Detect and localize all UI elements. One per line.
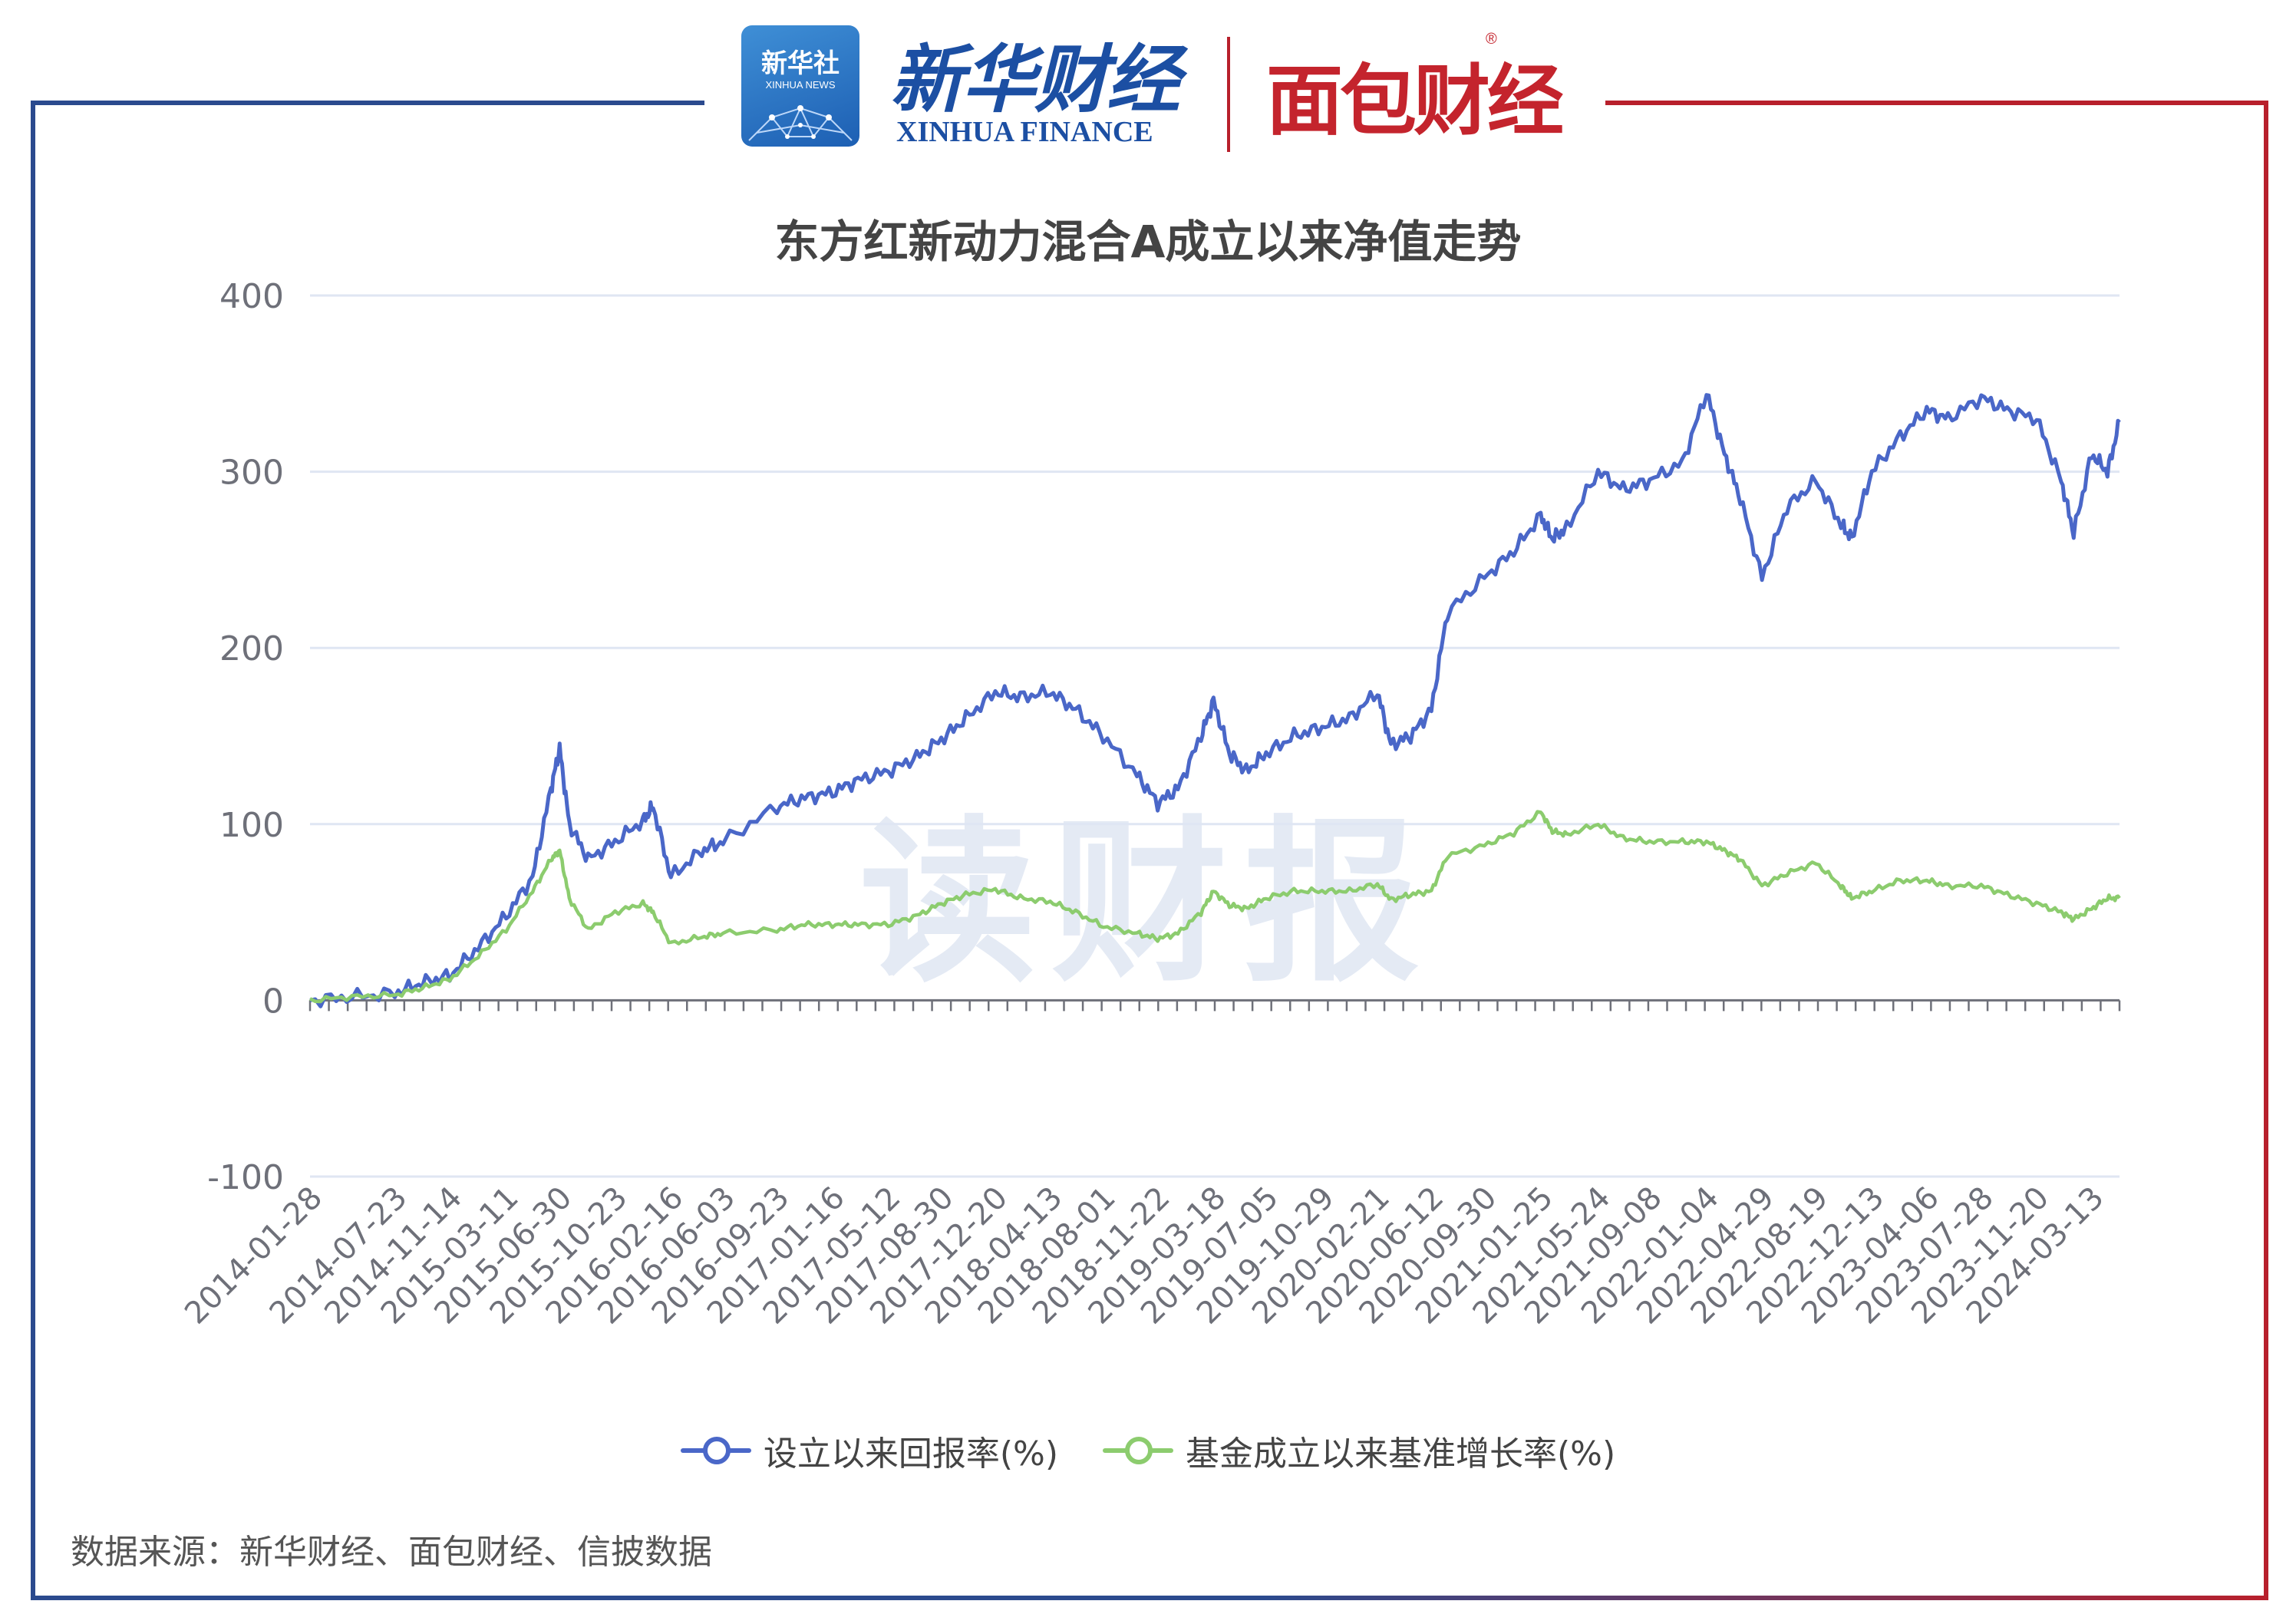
xinhua-finance-logo: 新华财经 XINHUA FINANCE xyxy=(890,20,1182,150)
y-tick-label: 300 xyxy=(219,454,284,493)
legend-label-benchmark: 基金成立以来基准增长率(%) xyxy=(1186,1434,1616,1474)
legend-label-return: 设立以来回报率(%) xyxy=(763,1434,1058,1474)
chart-legend: 设立以来回报率(%) 基金成立以来基准增长率(%) xyxy=(0,1426,2296,1475)
xinhua-finance-logo-cn: 新华财经 xyxy=(890,36,1180,123)
y-tick-label: -100 xyxy=(207,1158,284,1197)
xinhua-logo-subtitle: XINHUA NEWS xyxy=(765,79,836,91)
mianbao-finance-logo: 面包财经 xyxy=(1266,56,1564,146)
xinhua-news-logo: 新华社 XINHUA NEWS xyxy=(741,25,859,147)
y-axis-labels: -100 0 100 200 300 400 xyxy=(207,277,284,1197)
network-icon xyxy=(748,105,853,141)
legend-item-return[interactable]: 设立以来回报率(%) xyxy=(680,1426,1058,1475)
y-tick-label: 0 xyxy=(262,982,284,1021)
logo-divider xyxy=(1227,37,1230,152)
frame-top-left-border xyxy=(31,101,704,105)
series-line-benchmark xyxy=(308,810,2121,1004)
xinhua-finance-logo-en: XINHUA FINANCE xyxy=(896,116,1153,148)
frame-top-right-border xyxy=(1605,101,2268,105)
x-axis-labels: 2014-01-282014-07-232014-11-142015-03-11… xyxy=(178,1180,2110,1332)
legend-swatch-benchmark xyxy=(1103,1437,1173,1464)
watermark-text: 读财报 xyxy=(859,801,1436,1006)
data-source-note: 数据来源：新华财经、面包财经、信披数据 xyxy=(71,1533,712,1572)
chart-title: 东方红新动力混合A成立以来净值走势 xyxy=(774,216,1522,268)
legend-swatch-return xyxy=(680,1437,751,1464)
y-tick-label: 400 xyxy=(219,277,284,316)
y-tick-label: 100 xyxy=(219,806,284,845)
xinhua-logo-title: 新华社 xyxy=(761,48,840,79)
series-lines xyxy=(308,393,2121,1008)
y-tick-label: 200 xyxy=(219,629,284,668)
legend-item-benchmark[interactable]: 基金成立以来基准增长率(%) xyxy=(1103,1426,1615,1475)
registered-mark: ® xyxy=(1486,31,1497,48)
frame-left-border xyxy=(31,101,35,1600)
frame-right-border xyxy=(2264,101,2268,1600)
series-line-return xyxy=(309,393,2121,1008)
x-axis xyxy=(308,998,2121,1012)
grid-lines xyxy=(310,294,2120,1178)
frame-bottom-border xyxy=(31,1596,2268,1600)
